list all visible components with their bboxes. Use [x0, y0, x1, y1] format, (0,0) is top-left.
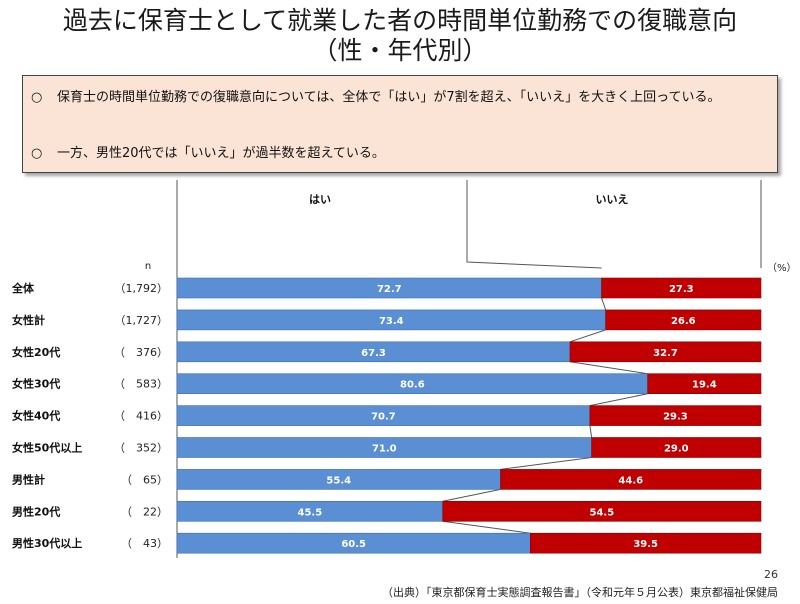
connector-line	[589, 393, 648, 407]
bar-no	[442, 500, 762, 522]
sample-size-label: （ 352）	[114, 442, 168, 455]
bar-yes-value-label: 70.7	[371, 412, 396, 423]
bar-no	[605, 309, 762, 331]
bar-no	[591, 437, 762, 458]
bar-no	[530, 532, 762, 554]
bar-no-value-label: 44.6	[618, 475, 643, 486]
category-label: 女性50代以上	[12, 441, 82, 455]
category-label: 女性40代	[12, 409, 60, 423]
bar-no	[589, 405, 762, 426]
category-label: 男性20代	[12, 504, 60, 518]
circle-bullet-icon: ○	[31, 146, 43, 161]
category-label: 女性30代	[12, 377, 60, 391]
category-label: 女性20代	[12, 345, 60, 359]
connector-line	[500, 457, 592, 470]
sample-size-label: （ 43）	[121, 537, 168, 550]
legend-yes-label: はい	[309, 193, 331, 206]
bar-no	[601, 277, 762, 299]
bar-no-value-label: 29.3	[663, 412, 688, 423]
connector-line	[601, 297, 607, 311]
sample-size-label: （ 65）	[121, 473, 168, 486]
sample-size-label: （ 416）	[114, 410, 168, 423]
source-citation: （出典）「東京都保育士実態調査報告書」（令和元年５月公表）東京都福祉保健局	[382, 586, 778, 599]
bar-no-value-label: 32.7	[653, 348, 678, 359]
connector-line	[442, 488, 501, 502]
connector-line	[569, 329, 606, 343]
bar-no	[500, 469, 762, 490]
bar-no-value-label: 26.6	[671, 316, 696, 327]
page-subtitle: （性・年代別）	[312, 36, 488, 65]
bar-no-value-label: 27.3	[669, 284, 694, 295]
sample-size-label: （1,792）	[115, 282, 169, 295]
sample-size-label: （ 376）	[114, 346, 168, 359]
bar-yes-value-label: 45.5	[298, 507, 323, 518]
page-number: 26	[764, 568, 778, 581]
summary-point-2-text: 一方、男性20代では「いいえ」が過半数を超えている。	[57, 146, 385, 161]
sample-size-label: （ 22）	[121, 505, 168, 518]
summary-point-1: ○ 保育士の時間単位勤務での復職意向については、全体で「はい」が7割を超え、「い…	[31, 88, 757, 107]
bar-yes-value-label: 71.0	[372, 444, 397, 455]
bar-yes-value-label: 72.7	[377, 284, 402, 295]
bar-no	[647, 373, 762, 395]
summary-point-2: ○ 一方、男性20代では「いいえ」が過半数を超えている。	[31, 144, 757, 163]
category-label: 全体	[11, 281, 35, 295]
bar-no	[569, 341, 762, 363]
category-label: 女性計	[12, 313, 45, 327]
circle-bullet-icon: ○	[31, 90, 43, 105]
bar-no-value-label: 54.5	[590, 507, 615, 518]
bar-yes-value-label: 73.4	[379, 316, 404, 327]
category-label: 男性計	[12, 472, 45, 486]
connector-line	[442, 520, 531, 534]
category-label: 男性30代以上	[12, 536, 82, 550]
bar-yes-value-label: 67.3	[361, 348, 386, 359]
sample-size-label: （ 583）	[114, 378, 168, 391]
n-column-label: n	[145, 261, 151, 272]
connector-line	[589, 425, 593, 438]
summary-point-1-text: 保育士の時間単位勤務での復職意向については、全体で「はい」が7割を超え、「いいえ…	[57, 90, 721, 105]
bar-yes-value-label: 55.4	[326, 475, 351, 486]
connector-line	[569, 361, 648, 375]
bar-yes-value-label: 80.6	[400, 380, 425, 391]
bar-yes-value-label: 60.5	[341, 539, 366, 550]
page-title: 過去に保育士として就業した者の時間単位勤務での復職意向	[62, 6, 738, 35]
summary-box: ○ 保育士の時間単位勤務での復職意向については、全体で「はい」が7割を超え、「い…	[22, 75, 778, 173]
bar-no-value-label: 39.5	[633, 539, 658, 550]
header-divider-line	[466, 180, 602, 269]
bar-no-value-label: 19.4	[692, 380, 717, 391]
bar-no-value-label: 29.0	[664, 444, 689, 455]
legend-no-label: いいえ	[596, 193, 629, 206]
sample-size-label: （1,727）	[115, 314, 169, 327]
percent-unit-label: （%）	[767, 262, 797, 274]
